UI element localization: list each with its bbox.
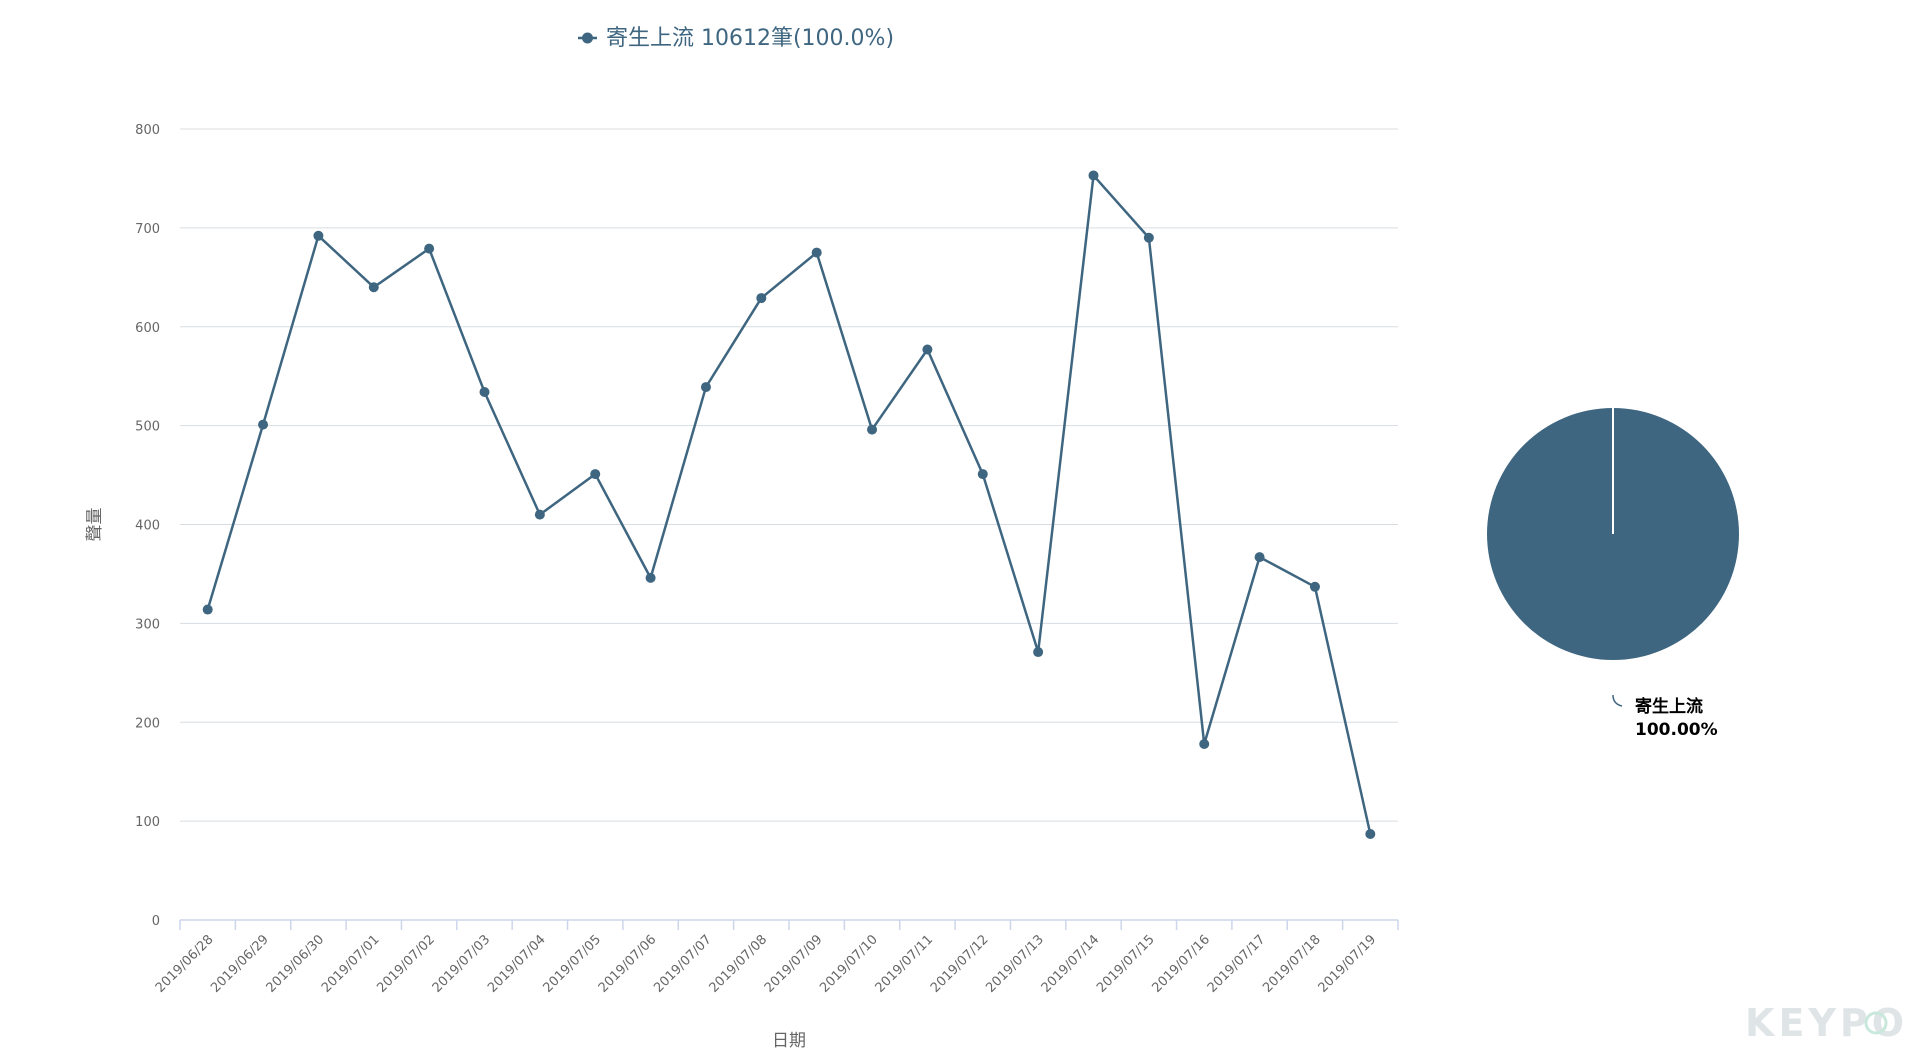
- data-point[interactable]: [534, 509, 545, 520]
- x-tick-label: 2019/06/30: [264, 932, 328, 996]
- y-tick-label: 0: [152, 914, 160, 929]
- x-tick-label: 2019/07/10: [817, 932, 881, 996]
- x-tick-label: 2019/07/19: [1316, 932, 1380, 996]
- y-tick-label: 600: [135, 321, 160, 336]
- x-tick-label: 2019/07/01: [319, 932, 383, 996]
- data-point[interactable]: [1143, 232, 1154, 243]
- x-tick-label: 2019/07/17: [1205, 932, 1269, 996]
- x-tick-label: 2019/07/06: [596, 932, 660, 996]
- data-point[interactable]: [202, 604, 213, 615]
- x-tick-label: 2019/06/28: [153, 932, 217, 996]
- x-tick-label: 2019/06/29: [208, 932, 272, 996]
- pie-connector-line: [1612, 694, 1623, 707]
- series-line[interactable]: [206, 174, 1372, 835]
- x-axis-title: 日期: [772, 1031, 806, 1051]
- data-point[interactable]: [258, 419, 269, 430]
- data-point[interactable]: [479, 387, 490, 398]
- x-tick-label: 2019/07/07: [651, 932, 715, 996]
- grid-lines: [180, 128, 1398, 822]
- data-point[interactable]: [867, 424, 878, 435]
- y-tick-label: 400: [135, 519, 160, 534]
- data-point[interactable]: [645, 572, 656, 583]
- x-tick-label: 2019/07/15: [1094, 932, 1158, 996]
- data-point[interactable]: [811, 247, 822, 258]
- y-tick-label: 200: [135, 716, 160, 731]
- y-tick-label: 100: [135, 815, 160, 830]
- x-tick-label: 2019/07/02: [374, 932, 438, 996]
- y-tick-label: 700: [135, 222, 160, 237]
- data-point[interactable]: [424, 243, 435, 254]
- line-series[interactable]: [202, 170, 1376, 839]
- legend[interactable]: 寄生上流 10612筆(100.0%): [578, 26, 894, 51]
- data-point[interactable]: [368, 282, 379, 293]
- keypo-logo-icon: KEYPO: [1745, 1001, 1908, 1045]
- pie-label-percent: 100.00%: [1635, 720, 1718, 740]
- x-tick-label: 2019/07/14: [1039, 932, 1103, 996]
- x-axis: 2019/06/282019/06/292019/06/302019/07/01…: [153, 919, 1399, 996]
- y-axis: 0 100 200 300 400 500 600 700 800: [135, 123, 160, 929]
- x-tick-label: 2019/07/04: [485, 932, 549, 996]
- circle-line-marker-icon: [582, 32, 593, 44]
- y-tick-label: 300: [135, 617, 160, 632]
- data-point[interactable]: [1309, 581, 1320, 592]
- watermark-text: KEYPO: [1745, 1001, 1908, 1045]
- x-tick-label: 2019/07/16: [1149, 932, 1213, 996]
- data-point[interactable]: [922, 344, 933, 355]
- data-point[interactable]: [700, 382, 711, 393]
- y-axis-title: 聲量: [85, 508, 105, 542]
- x-tick-label: 2019/07/08: [707, 932, 771, 996]
- x-tick-label: 2019/07/03: [430, 932, 494, 996]
- pie-chart[interactable]: [1487, 408, 1739, 660]
- data-point[interactable]: [1365, 828, 1376, 839]
- data-point[interactable]: [1033, 647, 1044, 658]
- data-point[interactable]: [756, 293, 767, 304]
- x-tick-label: 2019/07/11: [873, 932, 937, 996]
- x-tick-label: 2019/07/18: [1260, 932, 1324, 996]
- legend-label: 寄生上流 10612筆(100.0%): [606, 26, 894, 51]
- x-tick-label: 2019/07/09: [762, 932, 826, 996]
- data-point[interactable]: [1254, 552, 1265, 563]
- y-tick-label: 800: [135, 123, 160, 138]
- data-point[interactable]: [1199, 739, 1210, 750]
- data-point[interactable]: [1088, 170, 1099, 181]
- watermark-ring-icon: [1864, 1011, 1888, 1035]
- data-point[interactable]: [977, 469, 988, 480]
- data-point[interactable]: [590, 469, 601, 480]
- x-tick-label: 2019/07/05: [540, 932, 604, 996]
- x-tick-label: 2019/07/13: [983, 932, 1047, 996]
- pie-label-name: 寄生上流: [1635, 696, 1703, 717]
- y-tick-label: 500: [135, 420, 160, 435]
- x-tick-label: 2019/07/12: [928, 932, 992, 996]
- data-point[interactable]: [313, 230, 324, 241]
